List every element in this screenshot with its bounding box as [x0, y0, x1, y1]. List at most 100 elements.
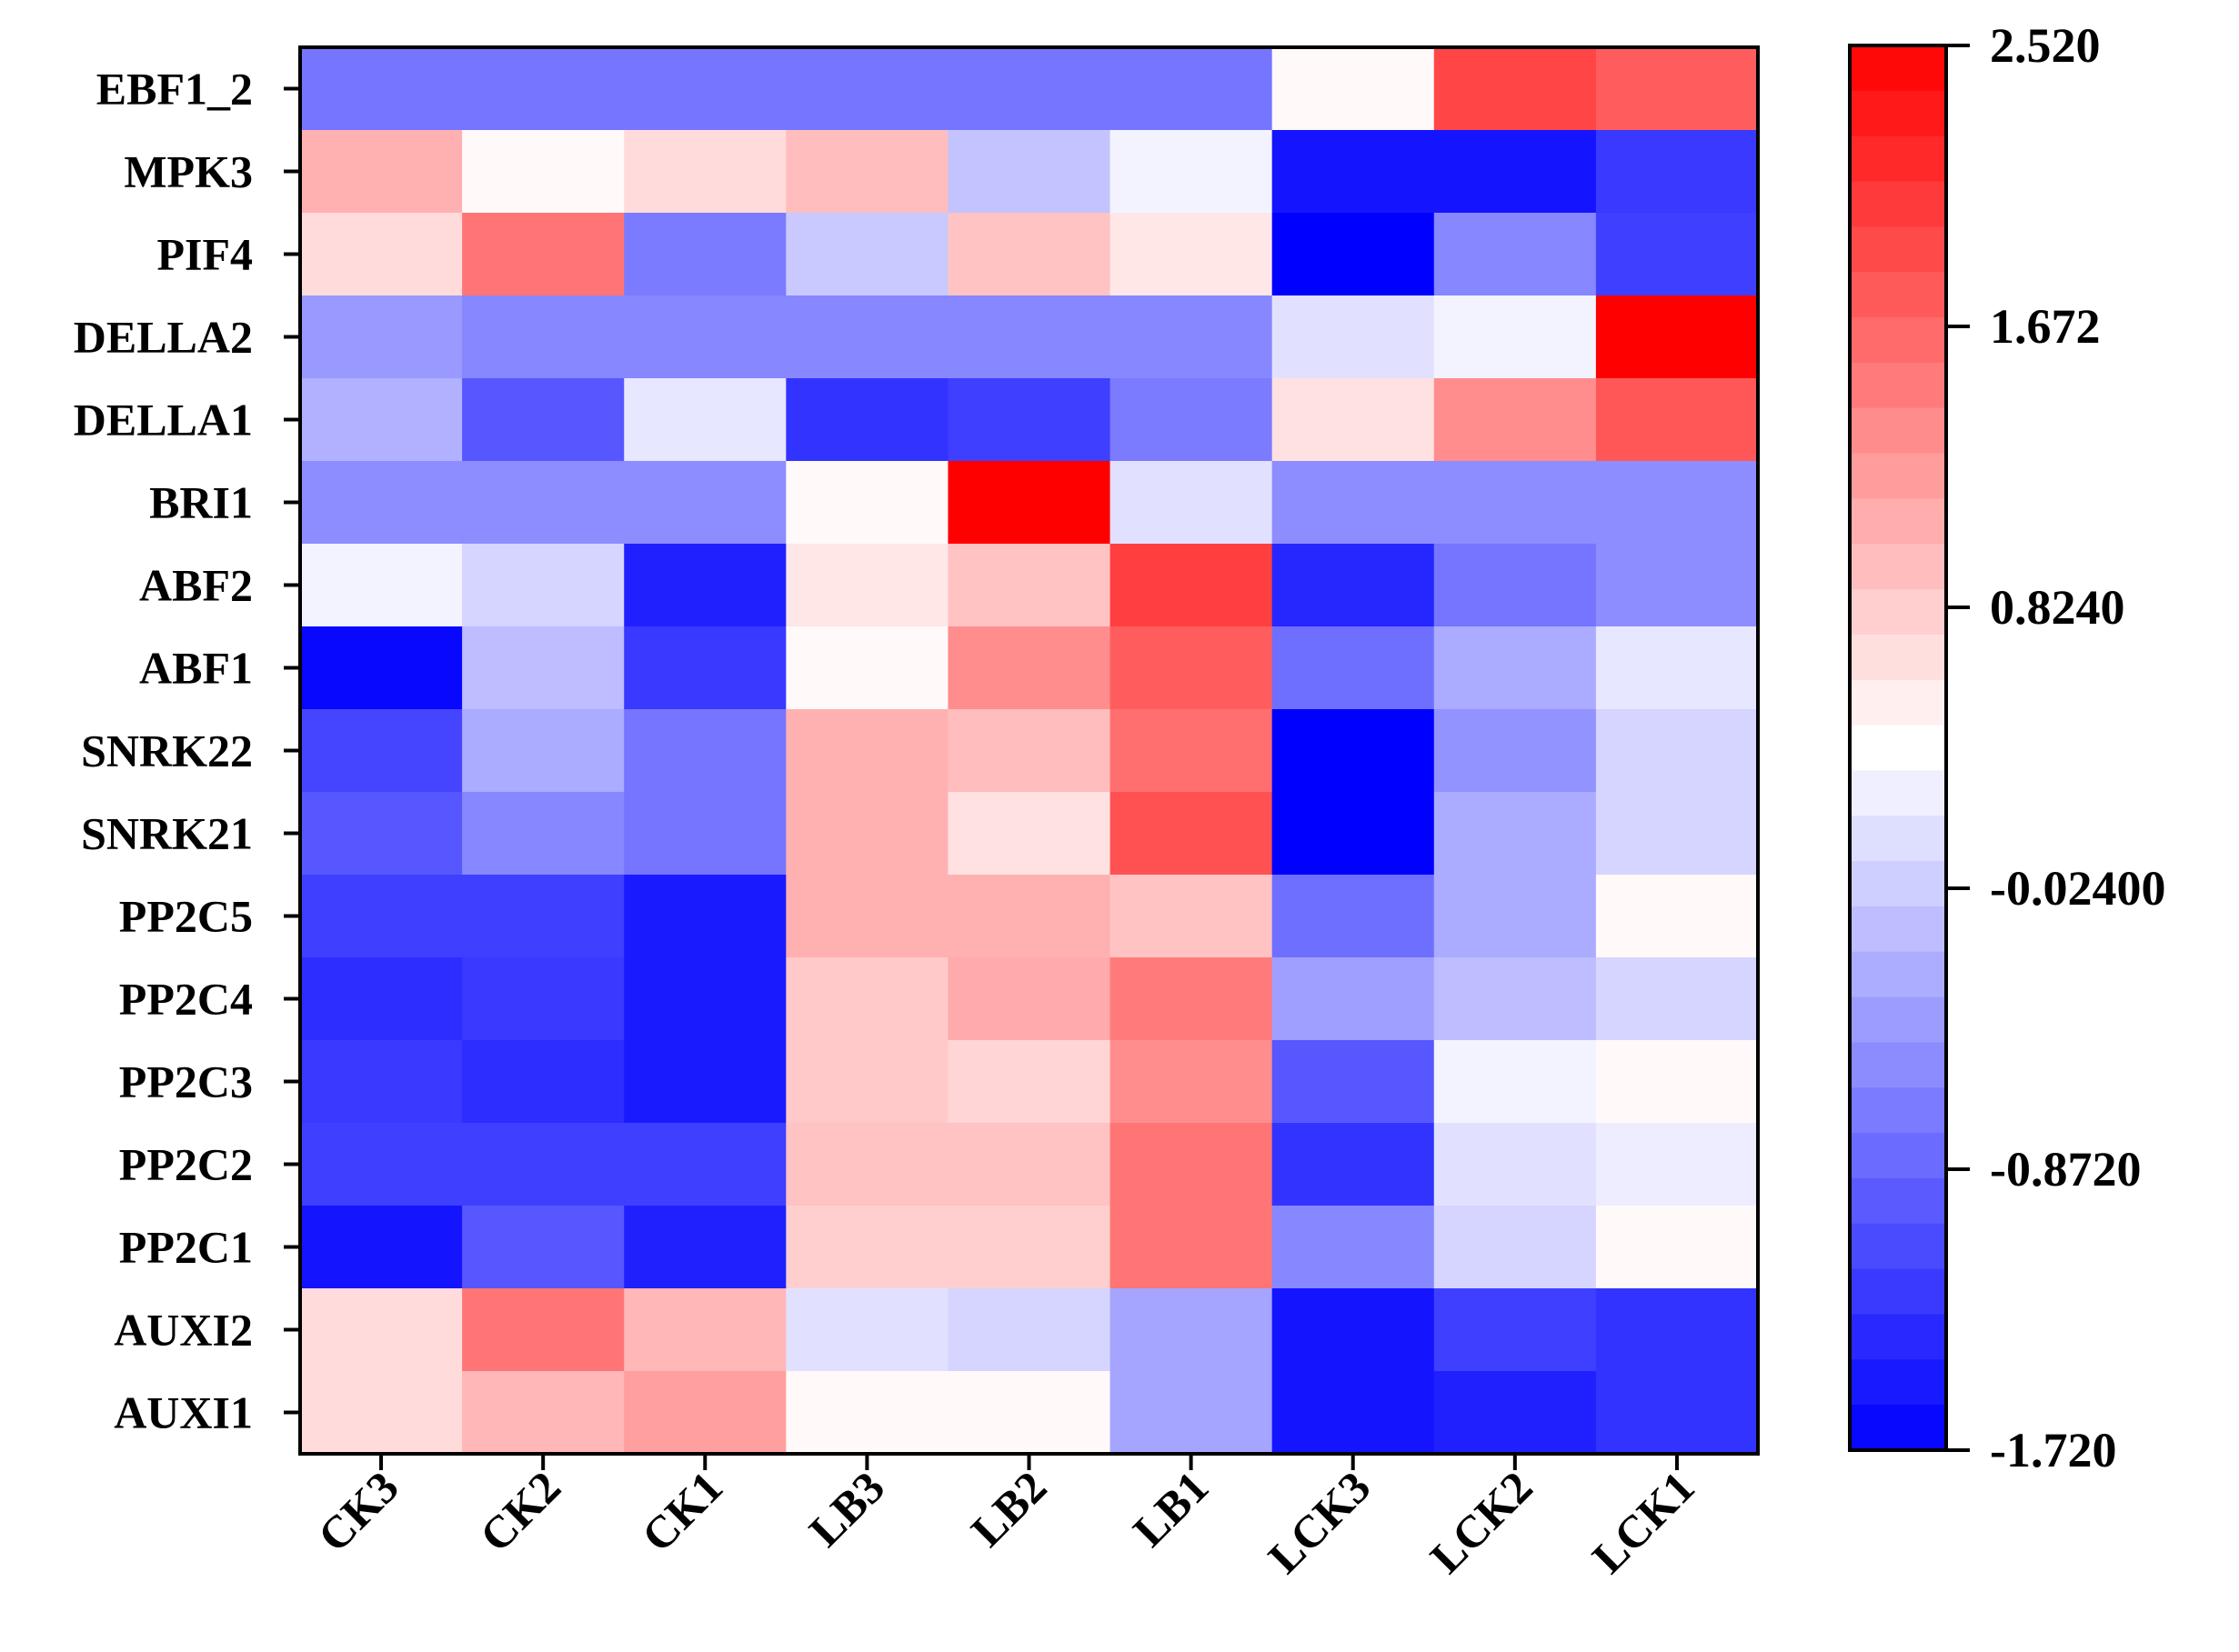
heatmap-cell — [462, 1206, 625, 1289]
heatmap-cell — [462, 461, 625, 545]
heatmap-cell — [1271, 1123, 1435, 1206]
row-label: PP2C5 — [119, 891, 253, 942]
colorbar-step — [1850, 181, 1946, 227]
heatmap-cell — [624, 47, 787, 131]
heatmap-cell — [948, 213, 1111, 296]
colorbar-step — [1850, 1133, 1946, 1179]
heatmap-cell — [1271, 1040, 1435, 1124]
colorbar-tick-label: 0.8240 — [1990, 580, 2125, 635]
heatmap-cell — [1271, 792, 1435, 876]
heatmap-cell — [624, 709, 787, 793]
heatmap-cell — [1595, 461, 1759, 545]
colorbar-tick-label: -0.8720 — [1990, 1142, 2141, 1196]
heatmap-cell — [462, 626, 625, 710]
heatmap-cell — [786, 1123, 949, 1206]
heatmap-cell — [300, 213, 463, 296]
heatmap-cell — [1433, 1123, 1597, 1206]
heatmap-cell — [1595, 957, 1759, 1041]
heatmap-cell — [462, 875, 625, 958]
heatmap-cell — [1109, 1040, 1273, 1124]
colorbar-step — [1850, 1223, 1946, 1270]
colorbar-step — [1850, 272, 1946, 318]
heatmap-cell — [948, 1371, 1111, 1455]
heatmap-cell — [624, 213, 787, 296]
heatmap-cell — [948, 130, 1111, 214]
heatmap-cell — [1109, 792, 1273, 876]
column-label: CK3 — [308, 1461, 408, 1561]
colorbar-step — [1850, 407, 1946, 455]
heatmap-cell — [300, 1123, 463, 1206]
heatmap-cell — [624, 1371, 787, 1455]
heatmap-cell — [1109, 544, 1273, 627]
colorbar-tick-label: -1.720 — [1990, 1423, 2116, 1477]
heatmap-cell — [1433, 1288, 1597, 1372]
heatmap-cell — [1271, 957, 1435, 1041]
heatmap-cell — [1433, 957, 1597, 1041]
heatmap-cell — [624, 626, 787, 710]
heatmap-cell — [1271, 875, 1435, 958]
colorbar-step — [1850, 453, 1946, 499]
heatmap-cell — [786, 875, 949, 958]
heatmap-cell — [1595, 47, 1759, 131]
heatmap-cell — [462, 1371, 625, 1455]
heatmap-cell — [1109, 875, 1273, 958]
heatmap-cell — [948, 295, 1111, 379]
colorbar-tick-label: 1.672 — [1990, 299, 2101, 354]
heatmap-cell — [1433, 544, 1597, 627]
colorbar-step — [1850, 725, 1946, 772]
heatmap-cell — [462, 1288, 625, 1372]
heatmap-cell — [624, 295, 787, 379]
heatmap-cell — [786, 1288, 949, 1372]
column-label: LCK2 — [1421, 1461, 1542, 1583]
heatmap-cell — [462, 213, 625, 296]
heatmap-cell — [1271, 378, 1435, 462]
heatmap-cell — [786, 1040, 949, 1124]
heatmap-cell — [1433, 47, 1597, 131]
heatmap-cell — [786, 378, 949, 462]
row-label: PP2C3 — [119, 1056, 253, 1107]
heatmap-cell — [462, 130, 625, 214]
heatmap-cell — [786, 213, 949, 296]
column-label: LB3 — [799, 1461, 894, 1556]
heatmap-cell — [1433, 875, 1597, 958]
heatmap-cell — [1595, 709, 1759, 793]
row-label: ABF2 — [139, 560, 253, 611]
column-label: LCK3 — [1259, 1461, 1381, 1583]
heatmap-cell — [948, 1206, 1111, 1289]
heatmap-cell — [1433, 130, 1597, 214]
heatmap-cell — [300, 792, 463, 876]
colorbar-step — [1850, 1268, 1946, 1316]
heatmap-cell — [786, 792, 949, 876]
column-labels: CK3 CK2 CK1 LB3 LB2 LB1 LCK3 LCK2 LCK1 — [308, 1454, 1704, 1583]
heatmap-cell — [1595, 295, 1759, 379]
heatmap-cell — [1271, 1206, 1435, 1289]
heatmap-cell — [1595, 875, 1759, 958]
heatmap-cell — [1595, 1123, 1759, 1206]
heatmap-cell — [300, 130, 463, 214]
colorbar-step — [1850, 996, 1946, 1044]
heatmap-cell — [624, 130, 787, 214]
heatmap-cell — [1109, 295, 1273, 379]
column-label: CK2 — [470, 1461, 570, 1561]
heatmap-cell — [1433, 1040, 1597, 1124]
column-label: LCK1 — [1582, 1461, 1704, 1583]
colorbar-step — [1850, 906, 1946, 953]
heatmap-cell — [948, 1040, 1111, 1124]
heatmap-cell — [1595, 1040, 1759, 1124]
colorbar-step — [1850, 1042, 1946, 1088]
colorbar-tick-label: 2.520 — [1990, 18, 2101, 73]
heatmap-cell — [462, 378, 625, 462]
heatmap-cell — [1595, 1288, 1759, 1372]
heatmap-cell — [786, 130, 949, 214]
heatmap-cell — [1271, 213, 1435, 296]
heatmap-cell — [948, 957, 1111, 1041]
heatmap-cell — [300, 1040, 463, 1124]
colorbar-step — [1850, 544, 1946, 590]
heatmap-cell — [624, 792, 787, 876]
heatmap-cell — [1109, 626, 1273, 710]
heatmap-cell — [1271, 461, 1435, 545]
heatmap-cell — [1433, 378, 1597, 462]
heatmap-cell — [948, 378, 1111, 462]
heatmap-cell — [1595, 1371, 1759, 1455]
